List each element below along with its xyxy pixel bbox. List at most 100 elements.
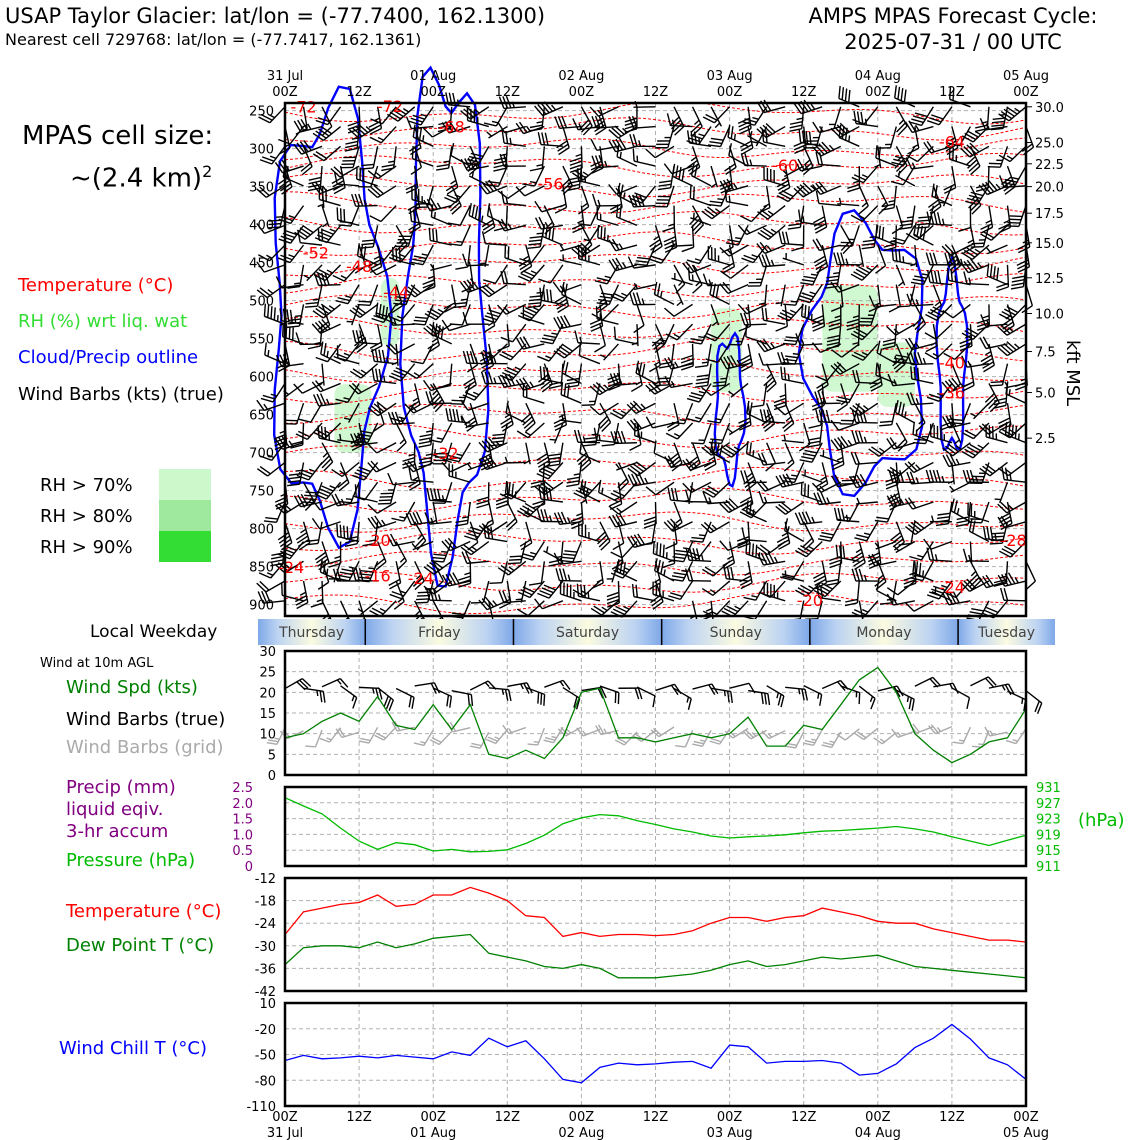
upper-wind-barb-flag (444, 539, 454, 550)
upper-wind-barb (395, 284, 404, 306)
upper-wind-barb (543, 550, 564, 562)
surface-wind-barb (970, 676, 989, 687)
upper-wind-barb (306, 422, 323, 440)
upper-wind-barb-flag (606, 595, 620, 601)
temperature-contour-label: -16 (365, 566, 391, 585)
upper-wind-barb-flag (538, 373, 549, 383)
temperature-contour (284, 117, 1027, 142)
upper-wind-barb-flag (720, 449, 732, 458)
upper-wind-barb-flag (988, 180, 998, 191)
upper-wind-barb (1006, 501, 1027, 514)
upper-wind-barb (895, 521, 906, 543)
upper-wind-barb-flag (334, 493, 342, 506)
cloud-outline (713, 331, 747, 488)
upper-wind-barb (572, 541, 583, 563)
upper-wind-barb-half (787, 459, 793, 465)
upper-wind-barb-flag (351, 193, 357, 207)
upper-wind-barb (911, 125, 934, 134)
upper-wind-barb-flag (659, 180, 672, 184)
upper-wind-barb-flag (925, 313, 938, 321)
upper-wind-barb-flag (936, 469, 942, 483)
upper-wind-barb-flag (750, 404, 764, 408)
upper-wind-barb-half (791, 474, 798, 477)
upper-wind-barb-flag (898, 542, 912, 546)
kft-tick-label: 30.0 (1035, 101, 1064, 116)
upper-wind-barb (636, 304, 645, 326)
upper-wind-barb-flag (619, 205, 622, 219)
upper-wind-barb-flag (569, 160, 583, 166)
upper-wind-barb (448, 580, 471, 587)
upper-wind-barb-flag (881, 226, 885, 240)
upper-wind-barb-flag (662, 226, 675, 233)
upper-wind-barb (767, 205, 786, 220)
grid-wind-barb-flag (267, 739, 279, 743)
upper-wind-barb-flag (853, 558, 865, 567)
upper-wind-barb-flag (566, 480, 580, 484)
grid-wind-barb-half (551, 735, 557, 739)
grid-wind-barb-half (603, 728, 608, 734)
upper-wind-barb (973, 402, 990, 420)
upper-wind-barb (527, 501, 545, 518)
upper-wind-barb (728, 541, 736, 564)
upper-wind-barb (726, 577, 749, 582)
upper-wind-barb (561, 293, 582, 306)
upper-wind-barb-flag (804, 304, 807, 318)
upper-wind-barb-flag (409, 483, 421, 491)
upper-wind-barb (971, 244, 990, 260)
upper-wind-barb-flag (592, 383, 604, 394)
upper-wind-barb-flag (961, 135, 974, 143)
upper-wind-barb-flag (428, 227, 431, 241)
upper-wind-barb-flag (632, 400, 643, 411)
surface-wind-barb-flag (433, 682, 441, 694)
upper-wind-barb-half (326, 398, 330, 405)
bottom-time-label: 00Z (272, 1110, 298, 1125)
upper-wind-barb-flag (296, 142, 306, 154)
upper-wind-barb (698, 244, 712, 264)
upper-wind-barb-flag (548, 384, 562, 390)
grid-wind-barb (495, 729, 508, 744)
upper-wind-barb-flag (426, 564, 438, 573)
upper-wind-barb-flag (998, 430, 1011, 439)
upper-wind-barb-flag (813, 575, 826, 583)
upper-wind-barb (921, 106, 934, 126)
upper-wind-barb (298, 304, 305, 327)
upper-wind-barb-flag (617, 430, 623, 444)
upper-wind-barb (470, 106, 490, 120)
upper-wind-barb-flag (836, 399, 849, 404)
upper-wind-barb-half (504, 307, 510, 314)
upper-wind-barb-flag (912, 421, 915, 435)
wind-panel-title: Wind at 10m AGL (40, 656, 154, 671)
upper-wind-barb-half (879, 348, 883, 355)
upper-wind-barb-flag (416, 594, 430, 597)
upper-wind-barb (395, 561, 402, 583)
upper-wind-barb-flag (966, 446, 979, 454)
upper-wind-barb (744, 164, 767, 167)
upper-wind-barb-flag (946, 147, 959, 156)
upper-wind-barb-flag (597, 534, 608, 545)
upper-wind-barb-flag (971, 204, 982, 215)
upper-wind-barb-flag (270, 559, 284, 563)
upper-wind-barb (911, 481, 934, 485)
upper-wind-barb-half (582, 171, 589, 177)
upper-wind-barb (950, 481, 971, 493)
upper-wind-barb-flag (297, 494, 305, 507)
upper-wind-barb-flag (945, 454, 953, 467)
upper-wind-barb (821, 244, 829, 267)
upper-wind-barb-flag (694, 164, 698, 178)
upper-wind-barb-flag (851, 430, 857, 444)
upper-wind-barb-flag (499, 353, 512, 361)
grid-wind-barb (768, 730, 786, 740)
upper-wind-barb (615, 521, 638, 528)
upper-wind-barb (486, 185, 508, 195)
upper-wind-barb-half (431, 337, 438, 343)
upper-wind-barb-flag (599, 295, 613, 299)
upper-wind-barb-flag (836, 361, 847, 372)
upper-wind-barb-flag (984, 393, 995, 403)
upper-wind-barb-half (673, 432, 681, 438)
upper-wind-barb-flag (618, 137, 627, 150)
upper-wind-barb-half (673, 333, 680, 338)
upper-wind-barb-half (653, 235, 660, 241)
upper-wind-barb-flag (256, 468, 269, 477)
upper-wind-barb (932, 284, 942, 306)
upper-wind-barb-flag (890, 180, 904, 186)
